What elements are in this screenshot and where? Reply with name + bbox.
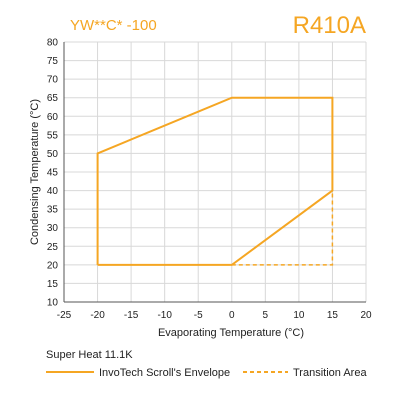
y-tick-label: 40: [47, 186, 59, 197]
x-tick-label: 10: [293, 310, 305, 321]
y-tick-label: 80: [47, 38, 59, 49]
x-tick-label: -10: [157, 310, 172, 321]
x-tick-label: 15: [327, 310, 339, 321]
x-tick-label: -20: [90, 310, 105, 321]
y-tick-label: 75: [47, 56, 59, 67]
x-tick-label: -25: [57, 310, 72, 321]
x-tick-label: 0: [229, 310, 235, 321]
series-layer: [96, 96, 334, 266]
y-tick-label: 70: [47, 75, 59, 86]
grid-layer: [63, 41, 367, 303]
super-heat-note: Super Heat 11.1K: [46, 349, 133, 361]
y-tick-label: 20: [47, 260, 59, 271]
transition-area-series-line: [231, 190, 334, 266]
tick-labels: -25 -20 -15 -10 -5 0 5 10 15 20 10 15 20 25 30 35 40 45 50…: [47, 38, 372, 322]
envelope-series-line: [96, 96, 334, 266]
model-title: YW**C* -100: [70, 17, 157, 34]
y-tick-label: 50: [47, 149, 59, 160]
y-tick-label: 65: [47, 93, 59, 104]
y-tick-label: 35: [47, 205, 59, 216]
y-tick-label: 55: [47, 130, 59, 141]
x-tick-label: -15: [124, 310, 139, 321]
legend-label-transition: Transition Area: [293, 367, 367, 379]
legend: InvoTech Scroll's Envelope Transition Ar…: [46, 367, 367, 379]
y-tick-label: 45: [47, 168, 59, 179]
x-axis-label: Evaporating Temperature (°C): [158, 327, 304, 339]
y-tick-label: 60: [47, 112, 59, 123]
x-tick-label: 20: [360, 310, 372, 321]
legend-label-envelope: InvoTech Scroll's Envelope: [99, 367, 230, 379]
y-tick-label: 25: [47, 242, 59, 253]
y-axis-label: Condensing Temperature (°C): [29, 99, 41, 245]
y-tick-label: 30: [47, 223, 59, 234]
x-tick-label: 5: [263, 310, 269, 321]
x-tick-label: -5: [194, 310, 203, 321]
y-tick-label: 15: [47, 279, 59, 290]
y-tick-label: 10: [47, 298, 59, 309]
refrigerant-label: R410A: [293, 12, 366, 39]
